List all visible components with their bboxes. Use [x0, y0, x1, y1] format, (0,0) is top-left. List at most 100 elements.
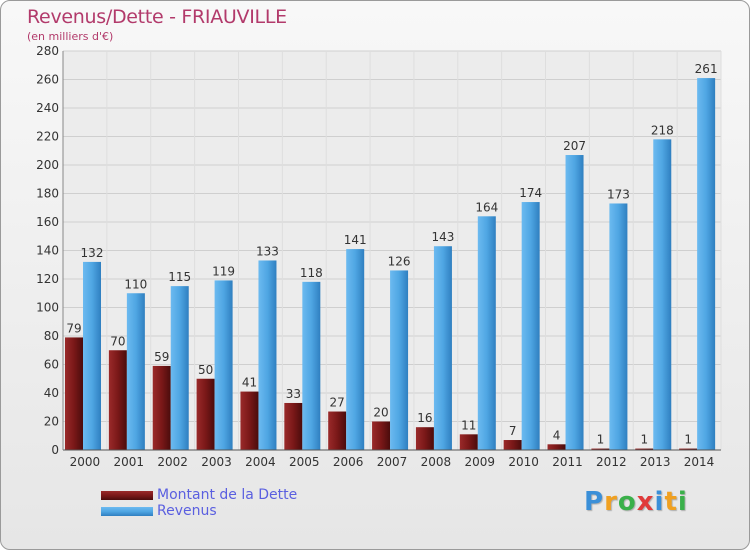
proxiti-logo: Proxiti	[584, 487, 688, 517]
bar-dette	[503, 440, 522, 450]
bar-revenus	[521, 202, 540, 450]
data-label-dette: 59	[154, 350, 169, 364]
y-tick-label: 20	[44, 415, 59, 429]
bar-revenus	[565, 155, 584, 450]
y-tick-label: 40	[44, 386, 59, 400]
data-label-dette: 16	[417, 411, 432, 425]
x-tick-label: 2012	[596, 455, 627, 469]
x-tick-label: 2014	[684, 455, 715, 469]
bar-dette	[459, 434, 478, 450]
data-label-revenus: 115	[168, 270, 191, 284]
bar-revenus	[697, 78, 716, 450]
x-tick-label: 2010	[508, 455, 539, 469]
bar-revenus	[170, 286, 189, 450]
bar-dette	[372, 421, 391, 450]
x-tick-label: 2003	[201, 455, 232, 469]
y-tick-label: 280	[36, 44, 59, 58]
bar-revenus	[258, 260, 277, 450]
bar-dette	[591, 448, 610, 450]
logo-letter: x	[636, 487, 655, 517]
data-label-revenus: 119	[212, 264, 235, 278]
bar-revenus	[433, 246, 452, 450]
x-tick-label: 2006	[333, 455, 364, 469]
legend-swatch-revenus	[101, 507, 153, 516]
data-label-revenus: 261	[695, 62, 718, 76]
bar-dette	[635, 448, 654, 450]
x-tick-label: 2004	[245, 455, 276, 469]
data-label-dette: 70	[110, 334, 125, 348]
bar-revenus	[214, 280, 233, 450]
data-label-revenus: 133	[256, 244, 279, 258]
bar-dette	[547, 444, 566, 450]
bar-dette	[65, 337, 83, 450]
bar-revenus	[302, 281, 321, 450]
data-label-dette: 11	[461, 418, 476, 432]
data-label-revenus: 218	[651, 123, 674, 137]
legend-label-dette: Montant de la Dette	[157, 487, 298, 503]
logo-letter: P	[584, 487, 605, 517]
y-tick-label: 180	[36, 187, 59, 201]
chart-subtitle: (en milliers d'€)	[27, 30, 114, 43]
data-label-revenus: 174	[519, 186, 542, 200]
chart-title: Revenus/Dette - FRIAUVILLE	[27, 6, 287, 28]
bar-revenus	[609, 203, 628, 450]
y-tick-label: 80	[44, 329, 59, 343]
data-label-dette: 27	[330, 396, 345, 410]
data-label-revenus: 141	[344, 233, 367, 247]
data-label-revenus: 143	[431, 230, 454, 244]
x-tick-label: 2011	[552, 455, 583, 469]
bar-revenus	[477, 216, 496, 450]
y-tick-label: 220	[36, 130, 59, 144]
data-label-revenus: 132	[81, 246, 104, 260]
y-tick-label: 120	[36, 272, 59, 286]
bar-dette	[108, 350, 127, 450]
y-tick-label: 160	[36, 215, 59, 229]
x-tick-label: 2008	[421, 455, 452, 469]
y-tick-label: 200	[36, 158, 59, 172]
data-label-dette: 20	[373, 406, 388, 420]
y-tick-label: 260	[36, 73, 59, 87]
x-tick-label: 2007	[377, 455, 408, 469]
data-label-revenus: 207	[563, 139, 586, 153]
logo-letter: t	[664, 487, 678, 517]
bar-dette	[152, 365, 171, 450]
bar-dette	[415, 427, 434, 450]
data-label-dette: 79	[66, 321, 81, 335]
x-tick-label: 2002	[157, 455, 188, 469]
data-label-dette: 50	[198, 363, 213, 377]
y-tick-label: 100	[36, 301, 59, 315]
bar-revenus	[346, 249, 365, 450]
bar-revenus	[653, 139, 672, 450]
data-label-dette: 1	[684, 433, 692, 447]
data-label-revenus: 110	[124, 277, 147, 291]
x-tick-label: 2000	[70, 455, 101, 469]
bar-dette	[284, 402, 303, 450]
y-tick-label: 140	[36, 244, 59, 258]
x-tick-label: 2005	[289, 455, 320, 469]
y-tick-label: 0	[51, 443, 59, 457]
data-label-dette: 33	[286, 387, 301, 401]
bar-dette	[196, 378, 215, 450]
bar-dette	[328, 411, 347, 450]
bar-revenus	[390, 270, 409, 450]
x-tick-label: 2009	[464, 455, 495, 469]
data-label-dette: 7	[509, 424, 517, 438]
data-label-revenus: 164	[475, 200, 498, 214]
bar-dette	[240, 391, 259, 450]
logo-letter: o	[617, 487, 637, 517]
bar-revenus	[126, 293, 145, 450]
y-tick-label: 60	[44, 358, 59, 372]
bar-dette	[679, 448, 698, 450]
data-label-dette: 4	[553, 428, 561, 442]
legend-swatch-dette	[101, 491, 153, 500]
x-tick-label: 2013	[640, 455, 671, 469]
data-label-revenus: 118	[300, 266, 323, 280]
legend-label-revenus: Revenus	[157, 503, 217, 519]
x-tick-label: 2001	[114, 455, 145, 469]
logo-letter: i	[654, 487, 665, 517]
logo-letter: i	[677, 487, 688, 517]
bar-revenus	[83, 261, 101, 450]
data-label-dette: 41	[242, 376, 257, 390]
